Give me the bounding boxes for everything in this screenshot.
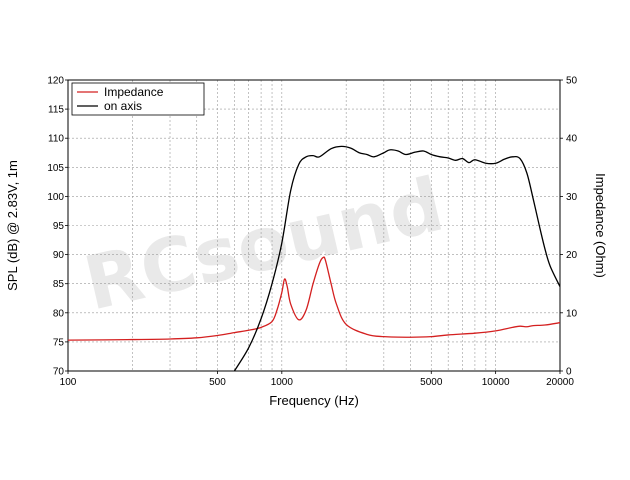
- y2-tick-label: 0: [566, 367, 572, 378]
- x-tick-label: 20000: [546, 377, 574, 388]
- y-tick-label: 120: [47, 76, 64, 87]
- legend: Impedance on axis: [71, 82, 205, 116]
- y2-tick-label: 30: [566, 192, 578, 203]
- legend-label-on-axis: on axis: [104, 99, 142, 113]
- y-tick-label: 75: [53, 337, 65, 348]
- y2-tick-label: 40: [566, 134, 578, 145]
- x-tick-label: 10000: [482, 377, 510, 388]
- x-axis-ticks: 100 500 1000 5000 10000 20000: [60, 371, 574, 388]
- x-tick-label: 1000: [271, 377, 294, 388]
- y2-tick-label: 10: [566, 308, 578, 319]
- y-tick-label: 115: [48, 105, 64, 116]
- legend-label-impedance: Impedance: [104, 85, 164, 99]
- y-tick-label: 85: [53, 279, 65, 290]
- grid: [68, 80, 560, 371]
- y-tick-label: 95: [53, 221, 65, 232]
- left-y-axis-title: SPL (dB) @ 2.83V, 1m: [5, 160, 20, 291]
- x-tick-label: 500: [209, 377, 226, 388]
- y2-tick-label: 50: [566, 76, 578, 87]
- y2-tick-label: 20: [566, 250, 578, 261]
- y-tick-label: 90: [53, 250, 65, 261]
- y-tick-label: 70: [53, 367, 65, 378]
- legend-box: [71, 82, 205, 116]
- y-tick-label: 110: [48, 134, 64, 145]
- y-tick-label: 80: [53, 308, 65, 319]
- x-axis-title: Frequency (Hz): [269, 393, 359, 408]
- series-line-on-axis: [233, 145, 560, 371]
- series-line-impedance: [68, 256, 560, 341]
- right-y-axis-ticks: 0 10 20 30 40 50: [560, 76, 578, 378]
- series-layer: [68, 145, 560, 371]
- right-y-axis-title: Impedance (Ohm): [593, 173, 608, 278]
- y-tick-label: 105: [47, 163, 64, 174]
- left-y-axis-ticks: 70 75 80 85 90 95 100 105 110 115 120: [47, 76, 68, 378]
- x-tick-label: 5000: [420, 377, 443, 388]
- y-tick-label: 100: [47, 192, 64, 203]
- x-tick-label: 100: [60, 377, 77, 388]
